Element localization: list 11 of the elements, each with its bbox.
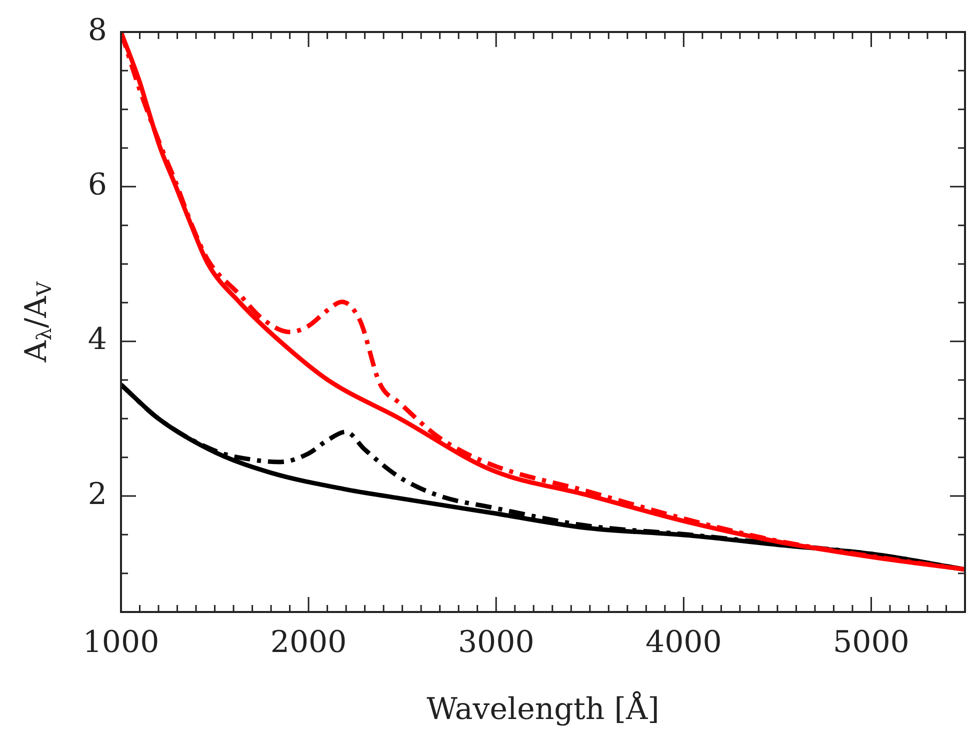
x-tick-label: 1000 — [82, 624, 160, 660]
x-tick-label: 5000 — [833, 624, 910, 660]
y-tick-label: 8 — [88, 12, 107, 48]
y-axis-title: Aλ/AV — [18, 281, 56, 364]
x-axis-title: Wavelength [Å] — [426, 690, 660, 727]
y-tick-label: 4 — [88, 322, 107, 358]
y-tick-label: 6 — [88, 167, 107, 202]
x-tick-label: 2000 — [270, 624, 347, 660]
y-tick-label: 2 — [88, 476, 107, 512]
x-tick-label: 4000 — [645, 624, 722, 660]
x-tick-label: 3000 — [458, 624, 534, 660]
